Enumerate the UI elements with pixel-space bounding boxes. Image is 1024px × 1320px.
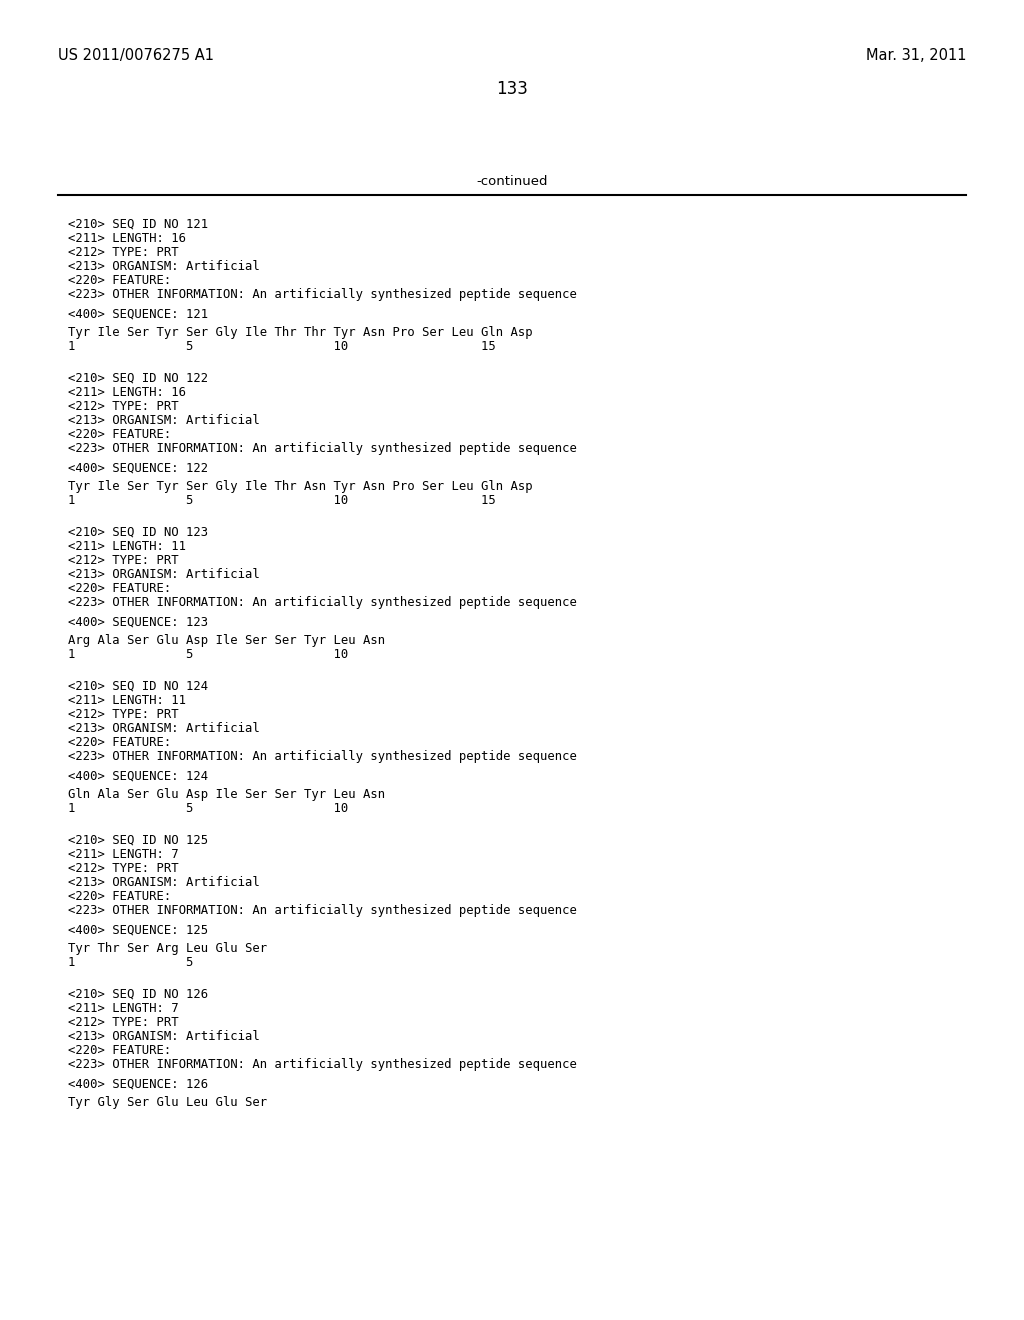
Text: 1               5                   10                  15: 1 5 10 15 <box>68 494 496 507</box>
Text: Tyr Gly Ser Glu Leu Glu Ser: Tyr Gly Ser Glu Leu Glu Ser <box>68 1096 267 1109</box>
Text: <223> OTHER INFORMATION: An artificially synthesized peptide sequence: <223> OTHER INFORMATION: An artificially… <box>68 750 577 763</box>
Text: <212> TYPE: PRT: <212> TYPE: PRT <box>68 246 178 259</box>
Text: <212> TYPE: PRT: <212> TYPE: PRT <box>68 862 178 875</box>
Text: <210> SEQ ID NO 123: <210> SEQ ID NO 123 <box>68 525 208 539</box>
Text: 1               5                   10: 1 5 10 <box>68 803 348 814</box>
Text: 133: 133 <box>496 81 528 98</box>
Text: <213> ORGANISM: Artificial: <213> ORGANISM: Artificial <box>68 722 260 735</box>
Text: <212> TYPE: PRT: <212> TYPE: PRT <box>68 554 178 568</box>
Text: <211> LENGTH: 16: <211> LENGTH: 16 <box>68 232 186 246</box>
Text: <400> SEQUENCE: 123: <400> SEQUENCE: 123 <box>68 616 208 630</box>
Text: <220> FEATURE:: <220> FEATURE: <box>68 275 171 286</box>
Text: 1               5                   10: 1 5 10 <box>68 648 348 661</box>
Text: <400> SEQUENCE: 126: <400> SEQUENCE: 126 <box>68 1078 208 1092</box>
Text: <213> ORGANISM: Artificial: <213> ORGANISM: Artificial <box>68 260 260 273</box>
Text: Tyr Thr Ser Arg Leu Glu Ser: Tyr Thr Ser Arg Leu Glu Ser <box>68 942 267 954</box>
Text: <223> OTHER INFORMATION: An artificially synthesized peptide sequence: <223> OTHER INFORMATION: An artificially… <box>68 288 577 301</box>
Text: <210> SEQ ID NO 124: <210> SEQ ID NO 124 <box>68 680 208 693</box>
Text: <223> OTHER INFORMATION: An artificially synthesized peptide sequence: <223> OTHER INFORMATION: An artificially… <box>68 1059 577 1071</box>
Text: Mar. 31, 2011: Mar. 31, 2011 <box>865 48 966 63</box>
Text: <213> ORGANISM: Artificial: <213> ORGANISM: Artificial <box>68 876 260 888</box>
Text: 1               5                   10                  15: 1 5 10 15 <box>68 341 496 352</box>
Text: <400> SEQUENCE: 121: <400> SEQUENCE: 121 <box>68 308 208 321</box>
Text: 1               5: 1 5 <box>68 956 194 969</box>
Text: Gln Ala Ser Glu Asp Ile Ser Ser Tyr Leu Asn: Gln Ala Ser Glu Asp Ile Ser Ser Tyr Leu … <box>68 788 385 801</box>
Text: <220> FEATURE:: <220> FEATURE: <box>68 1044 171 1057</box>
Text: <223> OTHER INFORMATION: An artificially synthesized peptide sequence: <223> OTHER INFORMATION: An artificially… <box>68 904 577 917</box>
Text: <220> FEATURE:: <220> FEATURE: <box>68 582 171 595</box>
Text: Tyr Ile Ser Tyr Ser Gly Ile Thr Asn Tyr Asn Pro Ser Leu Gln Asp: Tyr Ile Ser Tyr Ser Gly Ile Thr Asn Tyr … <box>68 480 532 492</box>
Text: <213> ORGANISM: Artificial: <213> ORGANISM: Artificial <box>68 414 260 426</box>
Text: <212> TYPE: PRT: <212> TYPE: PRT <box>68 708 178 721</box>
Text: <211> LENGTH: 7: <211> LENGTH: 7 <box>68 847 178 861</box>
Text: <220> FEATURE:: <220> FEATURE: <box>68 737 171 748</box>
Text: <220> FEATURE:: <220> FEATURE: <box>68 890 171 903</box>
Text: <211> LENGTH: 7: <211> LENGTH: 7 <box>68 1002 178 1015</box>
Text: Arg Ala Ser Glu Asp Ile Ser Ser Tyr Leu Asn: Arg Ala Ser Glu Asp Ile Ser Ser Tyr Leu … <box>68 634 385 647</box>
Text: <223> OTHER INFORMATION: An artificially synthesized peptide sequence: <223> OTHER INFORMATION: An artificially… <box>68 442 577 455</box>
Text: US 2011/0076275 A1: US 2011/0076275 A1 <box>58 48 214 63</box>
Text: <400> SEQUENCE: 124: <400> SEQUENCE: 124 <box>68 770 208 783</box>
Text: <212> TYPE: PRT: <212> TYPE: PRT <box>68 1016 178 1030</box>
Text: <213> ORGANISM: Artificial: <213> ORGANISM: Artificial <box>68 568 260 581</box>
Text: <211> LENGTH: 16: <211> LENGTH: 16 <box>68 385 186 399</box>
Text: <223> OTHER INFORMATION: An artificially synthesized peptide sequence: <223> OTHER INFORMATION: An artificially… <box>68 597 577 609</box>
Text: <211> LENGTH: 11: <211> LENGTH: 11 <box>68 540 186 553</box>
Text: <213> ORGANISM: Artificial: <213> ORGANISM: Artificial <box>68 1030 260 1043</box>
Text: <400> SEQUENCE: 122: <400> SEQUENCE: 122 <box>68 462 208 475</box>
Text: <212> TYPE: PRT: <212> TYPE: PRT <box>68 400 178 413</box>
Text: <211> LENGTH: 11: <211> LENGTH: 11 <box>68 694 186 708</box>
Text: <210> SEQ ID NO 121: <210> SEQ ID NO 121 <box>68 218 208 231</box>
Text: <210> SEQ ID NO 125: <210> SEQ ID NO 125 <box>68 834 208 847</box>
Text: Tyr Ile Ser Tyr Ser Gly Ile Thr Thr Tyr Asn Pro Ser Leu Gln Asp: Tyr Ile Ser Tyr Ser Gly Ile Thr Thr Tyr … <box>68 326 532 339</box>
Text: <400> SEQUENCE: 125: <400> SEQUENCE: 125 <box>68 924 208 937</box>
Text: <210> SEQ ID NO 122: <210> SEQ ID NO 122 <box>68 372 208 385</box>
Text: -continued: -continued <box>476 176 548 187</box>
Text: <210> SEQ ID NO 126: <210> SEQ ID NO 126 <box>68 987 208 1001</box>
Text: <220> FEATURE:: <220> FEATURE: <box>68 428 171 441</box>
